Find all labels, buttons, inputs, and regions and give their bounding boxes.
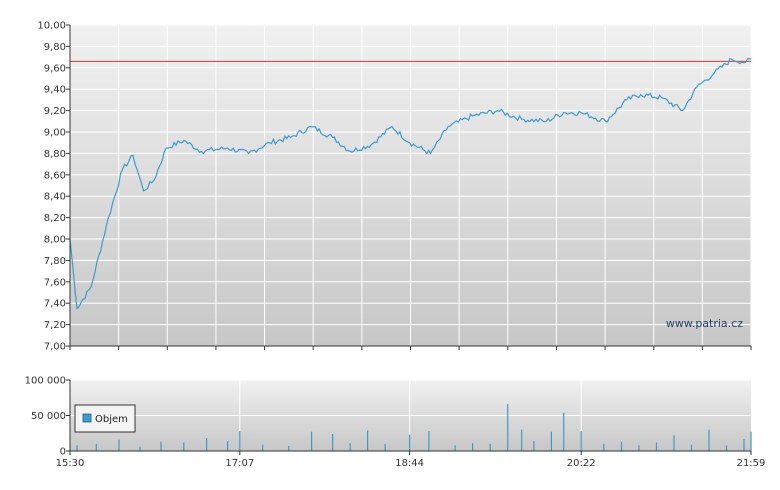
price-y-tick-label: 9,60 [44,63,66,74]
price-y-tick-label: 9,40 [44,85,66,96]
price-y-tick-label: 7,40 [44,299,66,310]
price-y-tick-label: 7,60 [44,277,66,288]
watermark: www.patria.cz [666,317,743,330]
price-y-tick-label: 9,00 [44,128,66,139]
volume-x-tick-label: 20:22 [567,458,596,469]
price-y-tick-label: 9,20 [44,106,66,117]
volume-x-tick-label: 21:59 [737,458,766,469]
price-y-tick-label: 8,40 [44,192,66,203]
volume-x-axis: 15:30 17:07 18:44 20:22 21:59 [56,451,766,469]
price-grid [70,24,752,347]
price-y-tick-label: 8,60 [44,170,66,181]
price-x-tick-marks [69,346,752,350]
legend-label: Objem [95,414,128,425]
volume-y-axis: 100 000 50 000 0 [25,376,70,458]
volume-x-tick-label: 17:07 [225,458,254,469]
price-y-tick-label: 7,00 [44,342,66,353]
legend-swatch [82,413,92,423]
price-y-axis: 10,00 9,80 9,60 9,40 9,20 9,00 8,80 8,60 8,40 8,2… [37,21,70,353]
price-y-tick-label: 9,80 [44,42,66,53]
volume-y-tick-label: 50 000 [31,411,66,422]
price-line [69,57,752,310]
price-y-tick-label: 8,00 [44,235,66,246]
price-y-tick-label: 7,20 [44,320,66,331]
legend: Objem [74,404,136,433]
price-y-tick-label: 7,80 [44,256,66,267]
volume-panel: 100 000 50 000 0 15:30 17:07 18:44 20:22 21:59… [25,376,766,470]
price-panel: 10,00 9,80 9,60 9,40 9,20 9,00 8,80 8,60 8,40 8,2… [37,21,752,353]
volume-bars [76,404,752,451]
volume-x-tick-label: 15:30 [56,458,85,469]
price-y-tick-label: 8,80 [44,149,66,160]
volume-y-tick-label: 100 000 [25,376,66,387]
price-y-tick-label: 8,20 [44,213,66,224]
price-y-tick-label: 10,00 [37,21,66,32]
volume-y-tick-label: 0 [60,447,66,458]
volume-x-tick-label: 18:44 [395,458,424,469]
